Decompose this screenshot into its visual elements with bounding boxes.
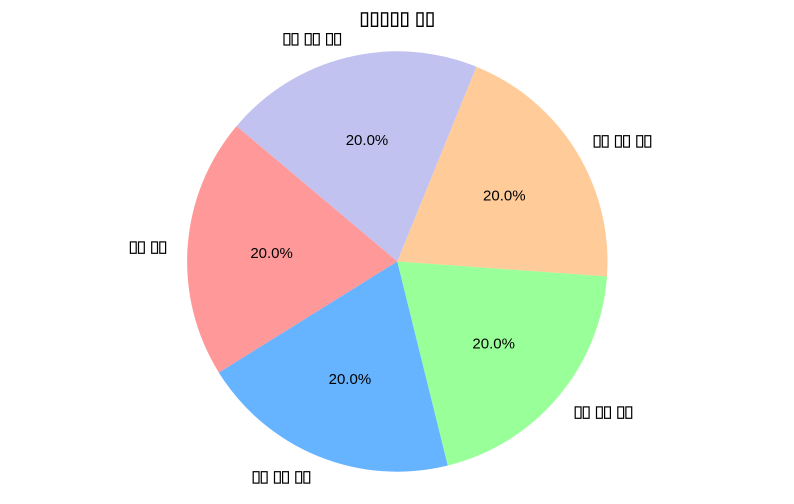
svg-text:20.0%: 20.0% [329, 371, 372, 388]
svg-text:20.0%: 20.0% [250, 245, 293, 262]
svg-text:20.0%: 20.0% [472, 335, 515, 352]
svg-text:20.0%: 20.0% [483, 188, 526, 205]
svg-text:20.0%: 20.0% [346, 132, 389, 149]
